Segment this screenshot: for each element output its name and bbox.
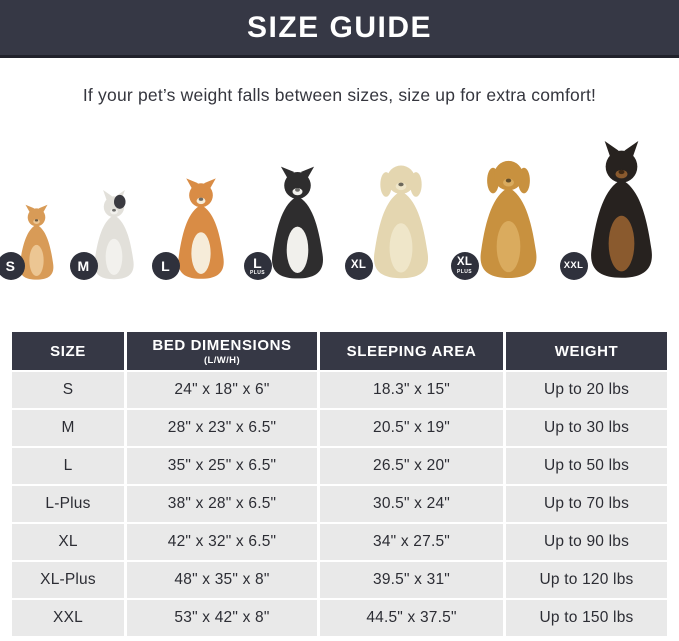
bed-dimensions-header: BED DIMENSIONS (L/W/H) (127, 332, 317, 370)
dog-shiba-inu-icon: L (151, 176, 238, 282)
weight-cell-l: Up to 50 lbs (506, 448, 667, 484)
sleeping-cell-l: 26.5" x 20" (320, 448, 503, 484)
page-title: SIZE GUIDE (246, 10, 433, 44)
size-cell-xxl: XXL (12, 600, 124, 636)
sleeping-cell-xl: 34" x 27.5" (320, 524, 503, 560)
size-header: SIZE (12, 332, 124, 370)
weight-cell-xl-plus: Up to 120 lbs (506, 562, 667, 598)
badge-label: S (5, 258, 16, 274)
dog-french-bulldog-icon: M (69, 190, 146, 282)
size-badge-l: L (151, 252, 180, 280)
weight-cell-xl: Up to 90 lbs (506, 524, 667, 560)
bed-cell-xxl: 53" x 42" x 8" (127, 600, 317, 636)
labrador-silhouette (373, 165, 428, 279)
badge-sublabel: PLUS (457, 268, 472, 275)
dog-border-collie-icon: L PLUS (243, 164, 339, 282)
size-cell-xl-plus: XL-Plus (12, 562, 124, 598)
border-collie-silhouette (271, 166, 323, 279)
column-label: SIZE (50, 342, 86, 360)
sleeping-cell-m: 20.5" x 19" (320, 410, 503, 446)
dog-labrador-icon: XL (344, 157, 445, 282)
weight-cell-m: Up to 30 lbs (506, 410, 667, 446)
dog-size-lineup: S M L L PLUS XL XL PLUS XXL (0, 106, 679, 282)
sleeping-cell-xl-plus: 39.5" x 31" (320, 562, 503, 598)
weight-header: WEIGHT (506, 332, 667, 370)
bed-cell-l-plus: 38" x 28" x 6.5" (127, 486, 317, 522)
doberman-silhouette (590, 141, 652, 278)
weight-cell-xxl: Up to 150 lbs (506, 600, 667, 636)
size-cell-l: L (12, 448, 124, 484)
dog-doberman-icon: XXL (559, 141, 671, 282)
badge-label: XL (350, 259, 367, 272)
golden-retriever-silhouette (480, 160, 536, 279)
column-sublabel: (L/W/H) (203, 354, 241, 366)
column-label: BED DIMENSIONS (152, 336, 292, 354)
sleeping-cell-xxl: 44.5" x 37.5" (320, 600, 503, 636)
size-badge-xl-plus: XL PLUS (450, 252, 479, 280)
sleeping-cell-s: 18.3" x 15" (320, 372, 503, 408)
badge-label: M (77, 258, 90, 274)
badge-label: XL (456, 256, 473, 269)
weight-cell-s: Up to 20 lbs (506, 372, 667, 408)
badge-label: L (161, 258, 170, 274)
size-guide-banner: SIZE GUIDE (0, 0, 679, 58)
size-cell-xl: XL (12, 524, 124, 560)
size-table: SIZE BED DIMENSIONS (L/W/H) SLEEPING AREA WE… (12, 332, 667, 636)
size-up-note: If your pet’s weight falls between sizes… (82, 85, 597, 105)
dog-pomeranian-icon: S (0, 203, 64, 282)
size-cell-l-plus: L-Plus (12, 486, 124, 522)
column-label: WEIGHT (554, 342, 619, 360)
pomeranian-silhouette (19, 204, 53, 280)
size-badge-xl: XL (344, 252, 373, 280)
sleeping-cell-l-plus: 30.5" x 24" (320, 486, 503, 522)
shiba-inu-silhouette (177, 178, 224, 279)
badge-sublabel: PLUS (250, 270, 265, 276)
bed-cell-s: 24" x 18" x 6" (127, 372, 317, 408)
size-badge-m: M (69, 252, 98, 280)
size-badge-l-plus: L PLUS (243, 252, 272, 280)
dog-golden-retriever-icon: XL PLUS (450, 152, 554, 282)
column-label: SLEEPING AREA (346, 342, 477, 360)
weight-cell-l-plus: Up to 70 lbs (506, 486, 667, 522)
bed-cell-m: 28" x 23" x 6.5" (127, 410, 317, 446)
size-badge-s: S (0, 252, 25, 280)
french-bulldog-silhouette (93, 190, 134, 280)
bed-cell-xl-plus: 48" x 35" x 8" (127, 562, 317, 598)
sleeping-area-header: SLEEPING AREA (320, 332, 503, 370)
badge-label: L (253, 255, 262, 271)
size-cell-m: M (12, 410, 124, 446)
bed-cell-xl: 42" x 32" x 6.5" (127, 524, 317, 560)
bed-cell-l: 35" x 25" x 6.5" (127, 448, 317, 484)
size-badge-xxl: XXL (559, 252, 588, 280)
size-cell-s: S (12, 372, 124, 408)
badge-label: XXL (563, 260, 584, 272)
